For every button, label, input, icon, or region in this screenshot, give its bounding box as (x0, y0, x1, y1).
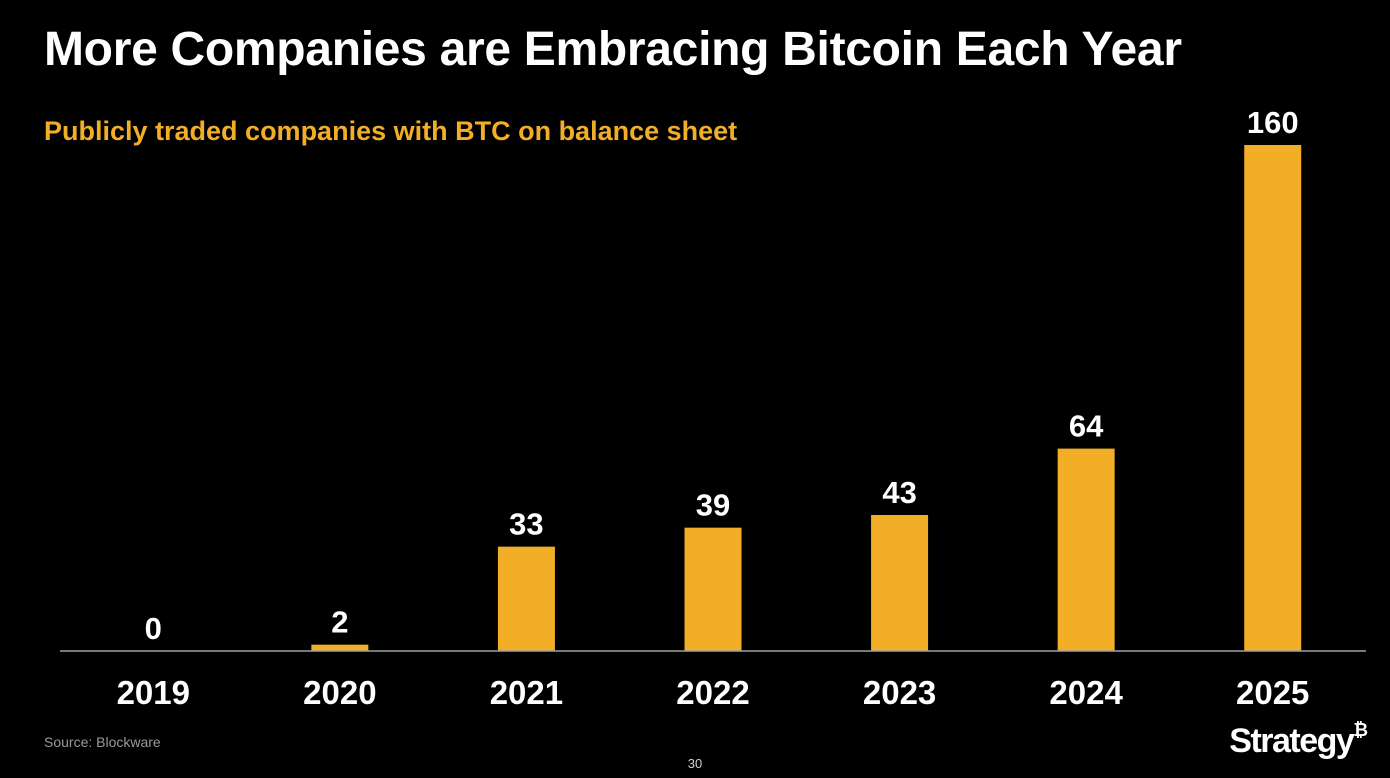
x-tick-label-2025: 2025 (1236, 674, 1309, 711)
value-label-2022: 39 (696, 488, 730, 523)
bar-2020 (311, 644, 369, 651)
value-label-2020: 2 (331, 605, 348, 640)
bar-2023 (871, 515, 929, 651)
value-labels-group: 0 2 33 39 43 64 160 (145, 105, 1299, 646)
x-tick-label-2022: 2022 (676, 674, 749, 711)
x-tick-labels-group: 2019 2020 2021 2022 2023 2024 2025 (117, 674, 1310, 711)
value-label-2019: 0 (145, 611, 162, 646)
bar-2021 (497, 546, 555, 651)
slide-title: More Companies are Embracing Bitcoin Eac… (44, 23, 1182, 76)
bar-2025 (1244, 145, 1302, 651)
x-tick-label-2020: 2020 (303, 674, 376, 711)
x-tick-label-2024: 2024 (1049, 674, 1123, 711)
logo-text: Strategy (1229, 722, 1355, 760)
x-tick-label-2023: 2023 (863, 674, 936, 711)
source-note: Source: Blockware (44, 734, 161, 750)
value-label-2025: 160 (1247, 105, 1299, 140)
chart-subtitle: Publicly traded companies with BTC on ba… (44, 116, 738, 146)
bar-2024 (1057, 448, 1115, 651)
strategy-logo: Strategy₿ (1229, 719, 1368, 761)
bar-2022 (684, 527, 742, 651)
value-label-2023: 43 (882, 475, 916, 510)
x-tick-label-2019: 2019 (117, 674, 190, 711)
bitcoin-icon: ₿ (1353, 719, 1368, 740)
page-number: 30 (687, 756, 703, 771)
value-label-2024: 64 (1069, 409, 1104, 444)
x-tick-label-2021: 2021 (490, 674, 563, 711)
bars-group (311, 145, 1302, 651)
value-label-2021: 33 (509, 507, 543, 542)
